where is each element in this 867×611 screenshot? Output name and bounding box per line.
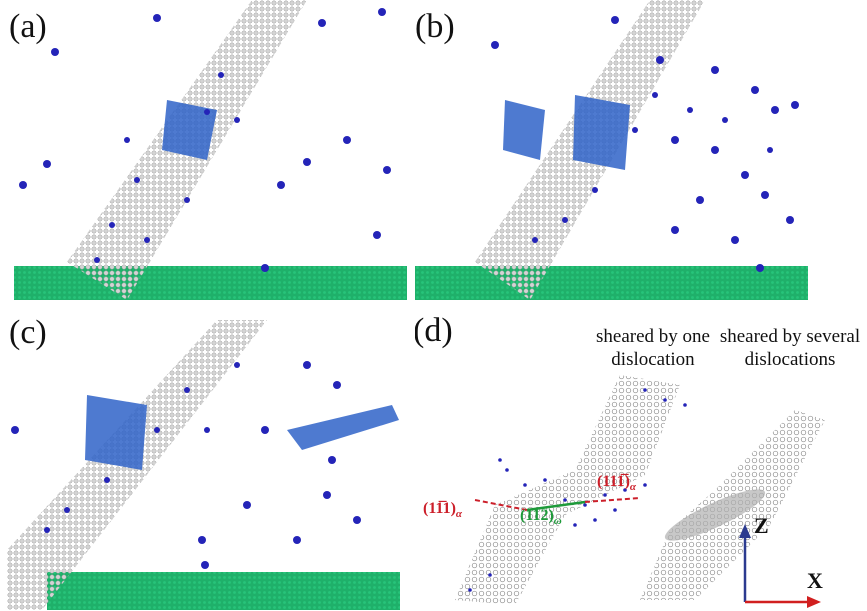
solute-cluster <box>85 395 147 470</box>
interface-atoms-d <box>468 388 687 592</box>
caption-multi-line1: sheared by several <box>719 326 861 347</box>
plane-label-right: (111̅)α <box>597 473 636 493</box>
precipitate-single-shear <box>455 375 680 605</box>
caption-single-line1: sheared by one <box>596 326 710 347</box>
solute-cluster-right <box>573 95 630 170</box>
matrix-slab <box>415 266 808 300</box>
plane-left-indices: (11̅1) <box>423 500 456 517</box>
plane-trace-left <box>474 499 528 511</box>
panel-d-label: (d) <box>415 312 453 349</box>
panel-d-render <box>455 375 825 608</box>
solute-atoms-c <box>11 361 361 569</box>
caption-single-shear: sheared by one dislocation <box>583 325 723 371</box>
shear-band <box>664 489 766 541</box>
plane-right-sub: α <box>629 481 636 494</box>
panel-c-render <box>7 320 400 610</box>
caption-multi-line2: dislocations <box>744 349 836 370</box>
solute-atoms-a <box>19 8 391 272</box>
panel-d: (d) sheared by one dislocation sheared b… <box>415 310 867 610</box>
solute-cluster <box>162 100 217 160</box>
panel-b: (b) <box>415 0 815 300</box>
plane-trace-right <box>584 497 641 503</box>
panel-a: (a) <box>7 0 407 300</box>
plane-right-indices: (111̅) <box>597 473 630 490</box>
plane-center-indices: (112) <box>520 507 554 524</box>
x-axis-arrow-icon <box>807 596 821 608</box>
solute-band <box>287 405 399 450</box>
panel-a-render <box>14 0 407 300</box>
solute-atoms-b <box>491 16 799 272</box>
panel-c-label: (c) <box>9 314 47 351</box>
panel-b-render <box>415 0 808 300</box>
plane-center-sub: ω <box>553 515 562 528</box>
caption-multi-shear: sheared by several dislocations <box>713 325 867 371</box>
panel-b-label: (b) <box>415 8 455 45</box>
plane-label-center: (112)ω <box>520 507 562 527</box>
solute-cluster-left <box>503 100 545 160</box>
z-axis-label: Z <box>754 513 769 538</box>
matrix-slab <box>47 572 400 610</box>
plane-label-left: (11̅1)α <box>423 500 462 520</box>
z-axis-arrow-icon <box>739 524 751 538</box>
matrix-slab <box>14 266 407 300</box>
plane-left-sub: α <box>455 508 462 521</box>
panel-c: (c) <box>7 310 407 610</box>
plane-trace-center <box>526 500 586 512</box>
panel-a-label: (a) <box>9 8 47 45</box>
caption-single-line2: dislocation <box>611 349 695 370</box>
x-axis-label: X <box>807 568 823 593</box>
